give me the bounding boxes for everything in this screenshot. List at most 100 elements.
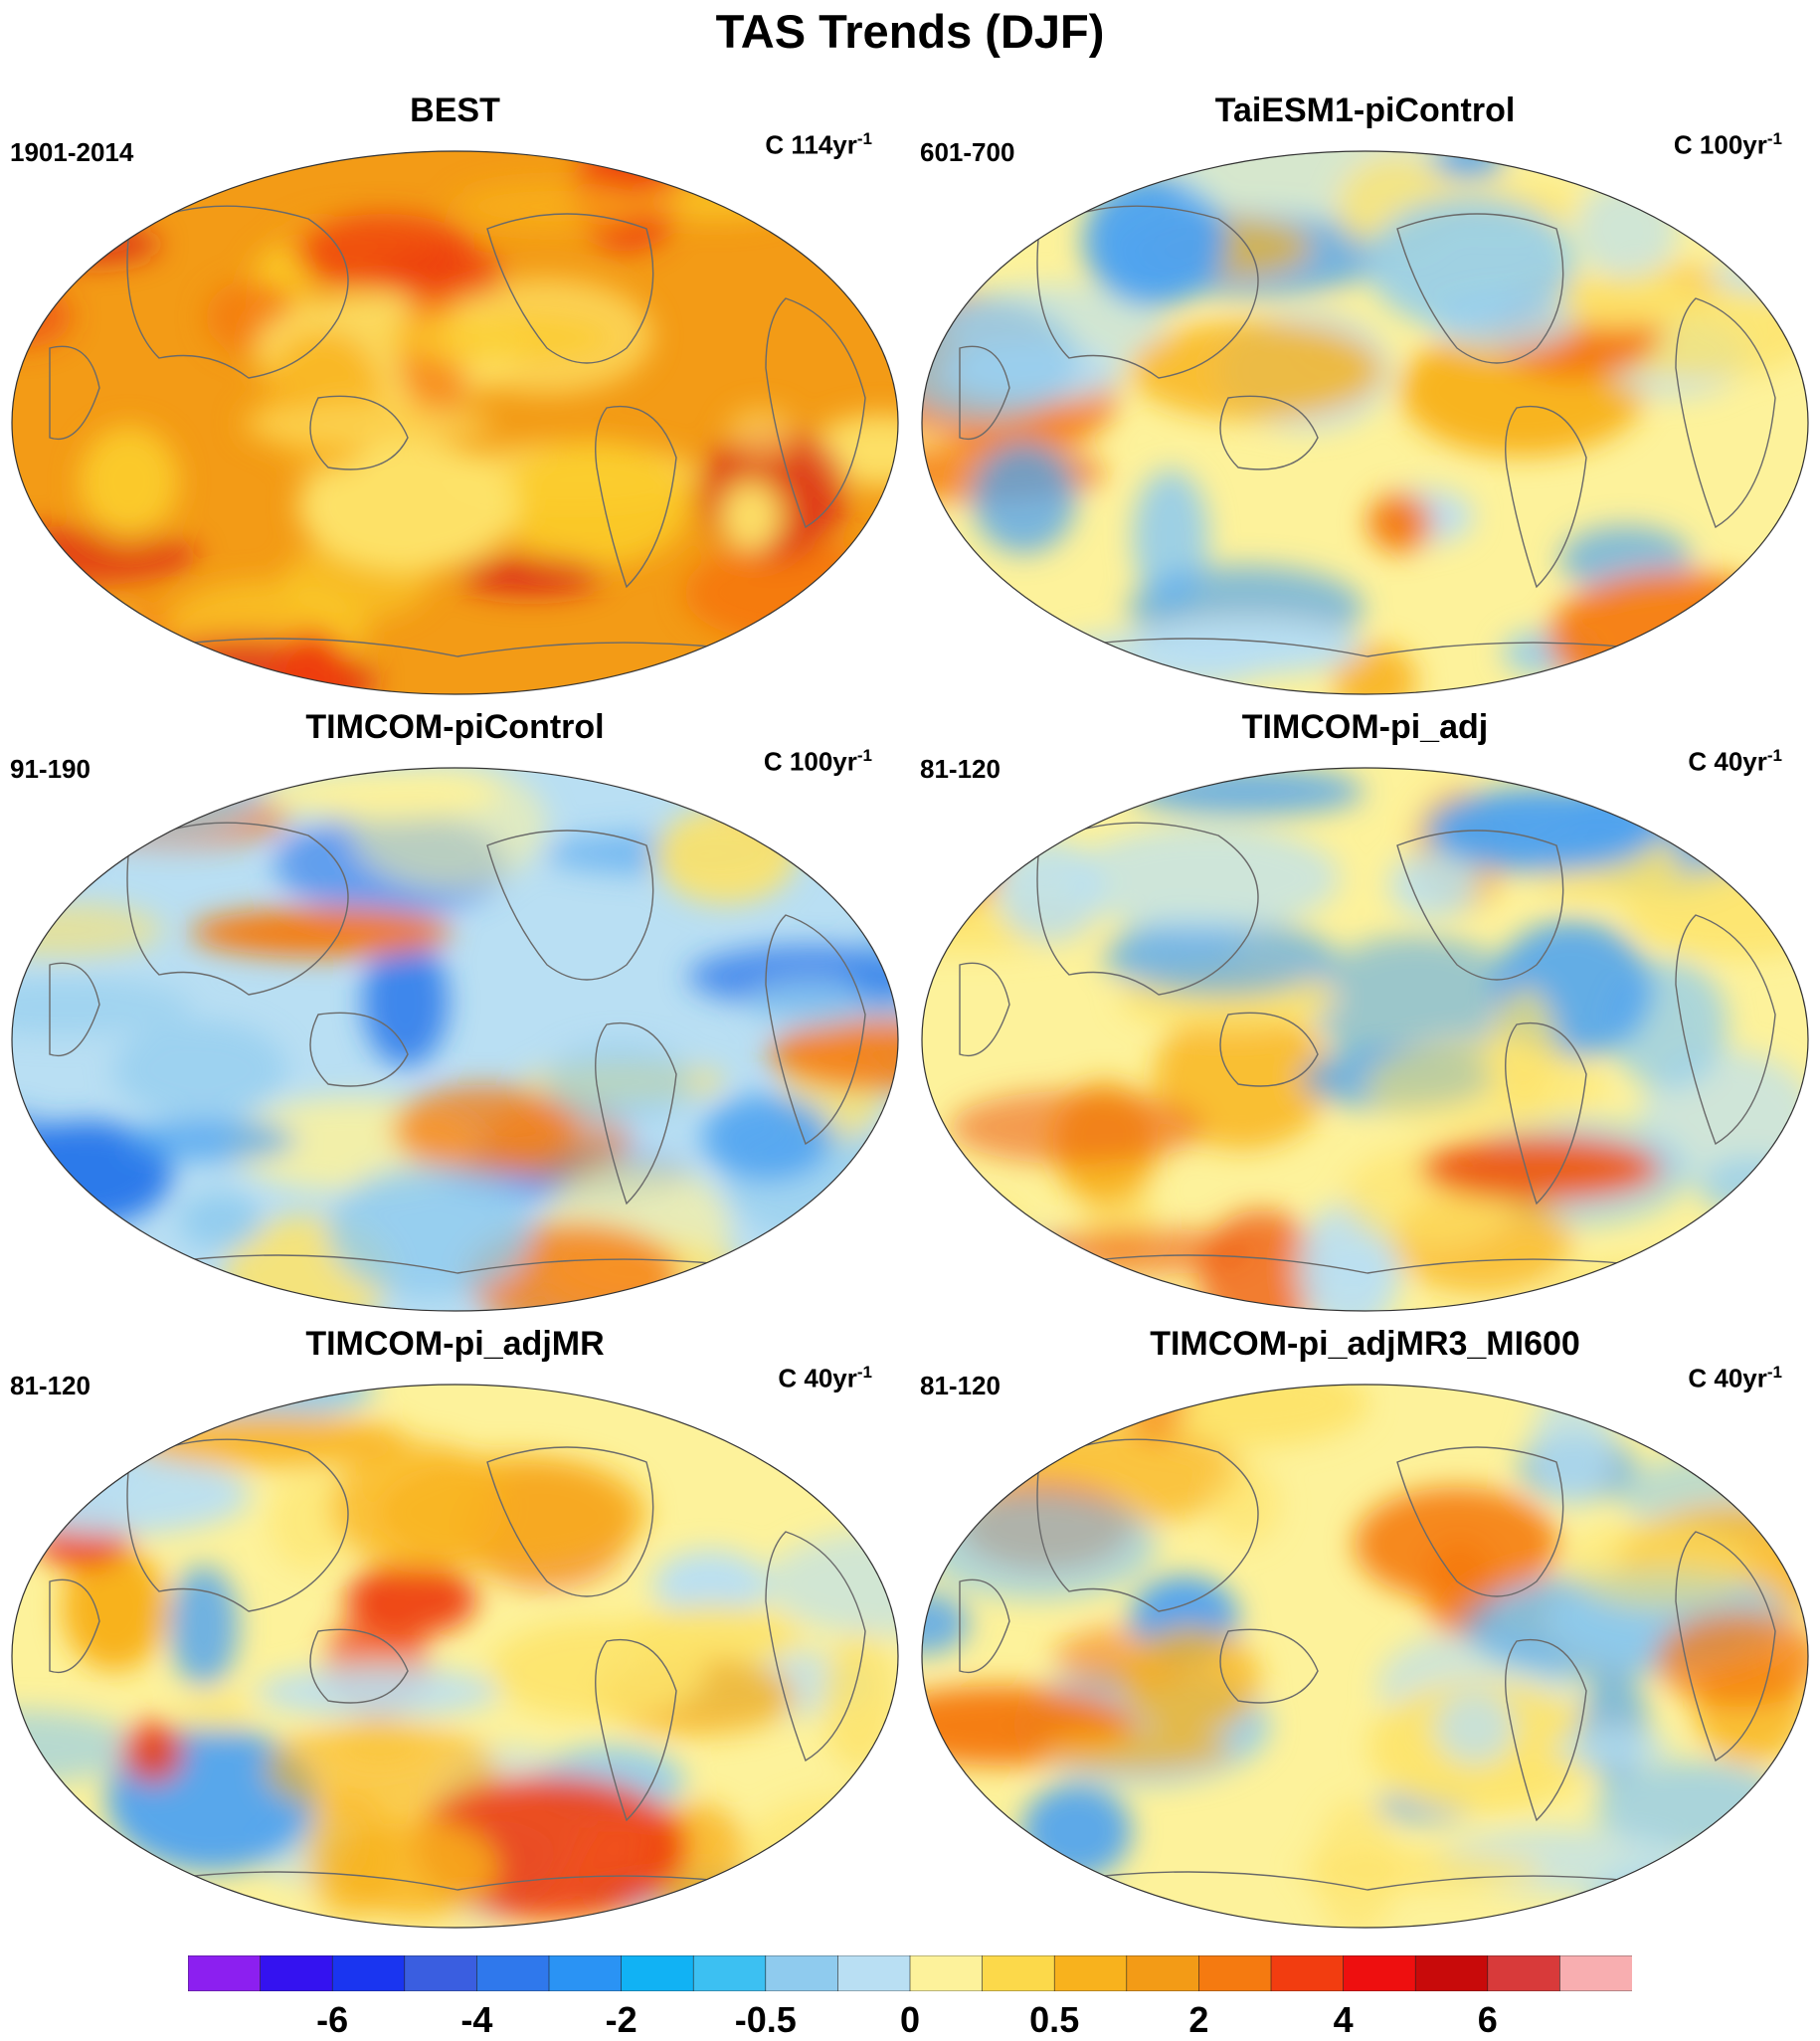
colorbar-swatch — [982, 1955, 1055, 1991]
field-patch — [350, 768, 548, 889]
colorbar-swatch — [837, 1955, 911, 1991]
figure-title: TAS Trends (DJF) — [715, 5, 1105, 58]
coastline — [158, 1254, 757, 1274]
coastline — [1396, 1446, 1564, 1597]
panel-title: TaiESM1-piControl — [1214, 92, 1516, 129]
coastline — [486, 830, 654, 981]
map-panel: BEST 1901-2014 C 114yr-1 — [0, 92, 910, 708]
coastline — [765, 1531, 866, 1763]
map-outline — [921, 1384, 1809, 1929]
field-patch — [922, 1197, 1028, 1274]
field-patch — [82, 618, 149, 694]
field-patch — [12, 813, 73, 869]
colorbar-label: 0.5 — [1029, 1999, 1080, 2040]
field-patch — [1121, 1625, 1261, 1736]
field-patch — [497, 441, 692, 567]
coastline — [158, 1871, 757, 1891]
field-patch — [12, 901, 165, 959]
colorbar-swatch — [1126, 1955, 1200, 1991]
colorbar-swatch — [188, 1955, 262, 1991]
world-map — [11, 150, 899, 695]
field-patch — [809, 414, 898, 486]
field-patch — [190, 908, 453, 957]
field-patch — [297, 441, 519, 572]
field-patch — [13, 224, 160, 265]
coastline — [49, 345, 100, 440]
panel-units: C 40yr-1 — [1688, 746, 1782, 777]
map-outline — [11, 1384, 899, 1929]
field-patch — [112, 1020, 287, 1120]
field-patch — [687, 945, 898, 1009]
coastline — [309, 1628, 409, 1704]
colorbar-swatch — [404, 1955, 478, 1991]
colorbar-swatch — [1270, 1955, 1345, 1991]
coastline — [1505, 1021, 1587, 1206]
field-patch — [249, 403, 495, 446]
coastline — [309, 1012, 409, 1087]
colorbar-swatch — [476, 1955, 550, 1991]
field-patch — [1297, 1850, 1545, 1890]
panel-units: C 40yr-1 — [778, 1363, 872, 1393]
field-patch — [1209, 1463, 1280, 1545]
field-patch — [130, 1413, 410, 1468]
field-patch — [654, 807, 797, 904]
colorbar-swatch — [260, 1955, 333, 1991]
field-patch — [543, 1041, 695, 1125]
world-map — [11, 767, 899, 1312]
field-patch — [177, 1691, 254, 1734]
field-patch — [1333, 644, 1417, 694]
panel-title: BEST — [410, 92, 500, 129]
panel-title: TIMCOM-pi_adjMR — [305, 1325, 605, 1363]
panel-title: TIMCOM-pi_adjMR3_MI600 — [1150, 1325, 1580, 1363]
panel-units: C 114yr-1 — [765, 129, 872, 160]
field-patch — [264, 1721, 498, 1818]
field-patch — [1435, 1690, 1515, 1764]
colorbar-swatch — [909, 1955, 984, 1991]
field-patch — [951, 1231, 1082, 1311]
field-patch — [1564, 1521, 1753, 1610]
coastline — [595, 1021, 677, 1206]
field-patch — [1699, 1158, 1806, 1217]
field-patch — [168, 1566, 239, 1687]
field-patch — [1129, 768, 1365, 817]
field-patch — [1655, 1611, 1808, 1708]
coastline — [765, 914, 866, 1146]
field-patch — [79, 426, 179, 538]
field-patch — [12, 768, 96, 896]
field-patch — [19, 649, 205, 689]
field-patch — [327, 1164, 530, 1298]
colorbar-swatch — [692, 1955, 767, 1991]
coastline — [158, 638, 757, 657]
coastline — [486, 1446, 654, 1597]
colorbar-label: 0 — [899, 1999, 921, 2040]
field-patch — [718, 768, 866, 840]
coastline — [126, 1438, 349, 1612]
colorbar-swatch — [1487, 1955, 1561, 1991]
field-patch — [747, 979, 870, 1028]
coastline — [1675, 914, 1776, 1146]
coastline — [1505, 405, 1587, 589]
colorbar-swatch — [621, 1955, 695, 1991]
world-map — [921, 150, 1809, 695]
field-patch — [821, 1632, 897, 1771]
coastline — [1036, 822, 1259, 996]
field-patch — [1365, 1038, 1607, 1133]
map-outline — [11, 767, 899, 1312]
field-patch — [768, 1017, 898, 1091]
coastline — [1219, 1012, 1319, 1087]
world-map — [921, 1384, 1809, 1929]
field-patch — [1717, 1255, 1808, 1311]
field-patch — [1129, 320, 1383, 421]
coastline — [1505, 1638, 1587, 1822]
colorbar-label: 4 — [1333, 1999, 1354, 2040]
field-patch — [331, 1440, 504, 1572]
field-patch — [124, 1119, 296, 1162]
world-map — [921, 767, 1809, 1312]
field-patch — [1553, 1728, 1672, 1768]
coastline — [486, 213, 654, 364]
field-patch — [381, 247, 506, 302]
field-patch — [702, 1094, 832, 1181]
field-patch — [652, 1550, 768, 1619]
field-patch — [972, 442, 1077, 554]
colorbar-swatch — [1414, 1955, 1489, 1991]
